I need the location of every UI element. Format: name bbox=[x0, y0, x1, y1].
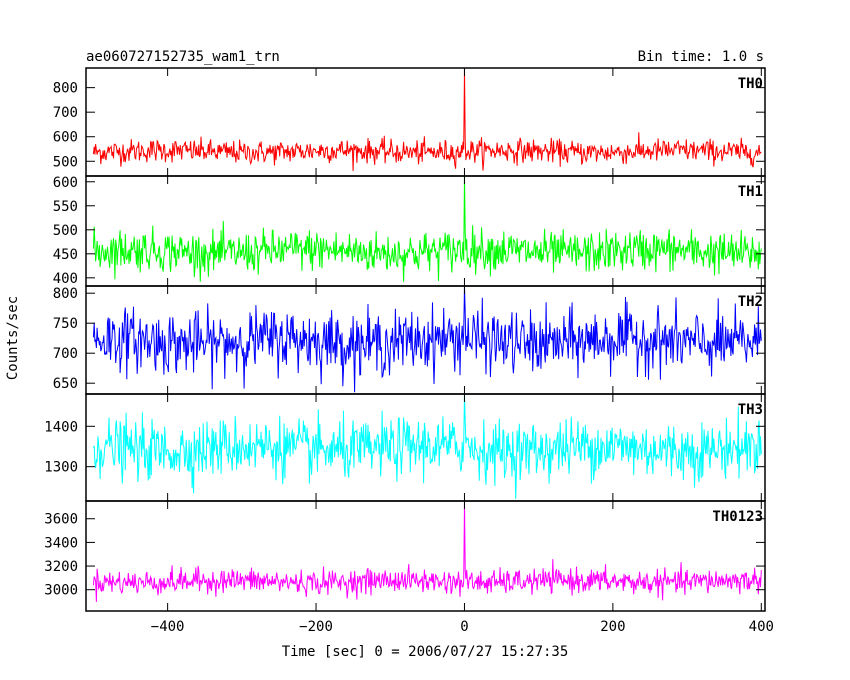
panel-frame-th1 bbox=[85, 175, 766, 287]
series-line-th3 bbox=[92, 394, 762, 499]
y-tick-label: 650 bbox=[53, 376, 78, 392]
y-tick-label: 600 bbox=[53, 130, 78, 146]
y-tick-label: 550 bbox=[53, 199, 78, 215]
series-line-th1 bbox=[92, 176, 762, 282]
series-line-th2 bbox=[92, 286, 762, 393]
panel-frame-th0123 bbox=[85, 500, 766, 612]
panels-group: 500 600 700 800 TH0 400 450 500 550 600 TH1 650 700 7… bbox=[44, 67, 774, 635]
y-tick-label: 700 bbox=[53, 346, 78, 362]
y-tick-label: 800 bbox=[53, 81, 78, 97]
y-tick-label: 450 bbox=[53, 247, 78, 263]
y-tick-label: 750 bbox=[53, 316, 78, 332]
y-tick-label: 1300 bbox=[44, 460, 78, 476]
y-tick-label: 800 bbox=[53, 286, 78, 302]
x-tick-label: −200 bbox=[299, 619, 333, 635]
y-tick-label: 700 bbox=[53, 105, 78, 121]
series-line-th0123 bbox=[92, 501, 762, 602]
panel-label-th0123: TH0123 bbox=[712, 509, 763, 525]
x-tick-label: 0 bbox=[460, 619, 468, 635]
x-tick-label: 200 bbox=[600, 619, 625, 635]
y-tick-label: 1400 bbox=[44, 419, 78, 435]
y-tick-label: 3200 bbox=[44, 559, 78, 575]
y-tick-label: 500 bbox=[53, 223, 78, 239]
chart-title: ae060727152735_wam1_trn bbox=[86, 49, 280, 65]
y-axis-title: Counts/sec bbox=[5, 296, 21, 380]
y-tick-label: 400 bbox=[53, 271, 78, 287]
panel-label-th2: TH2 bbox=[738, 294, 763, 310]
y-tick-label: 500 bbox=[53, 154, 78, 170]
x-tick-label: 400 bbox=[749, 619, 774, 635]
panel-label-th0: TH0 bbox=[738, 76, 763, 92]
x-tick-label: −400 bbox=[151, 619, 185, 635]
bin-time-label: Bin time: 1.0 s bbox=[638, 49, 764, 65]
x-axis-title: Time [sec] 0 = 2006/07/27 15:27:35 bbox=[282, 644, 569, 660]
y-tick-label: 3600 bbox=[44, 512, 78, 528]
panel-frame-th0 bbox=[85, 67, 766, 177]
panel-label-th3: TH3 bbox=[738, 402, 763, 418]
panel-label-th1: TH1 bbox=[738, 184, 763, 200]
y-tick-label: 3000 bbox=[44, 583, 78, 599]
y-tick-label: 600 bbox=[53, 175, 78, 191]
series-line-th0 bbox=[92, 68, 762, 172]
y-tick-label: 3400 bbox=[44, 535, 78, 551]
